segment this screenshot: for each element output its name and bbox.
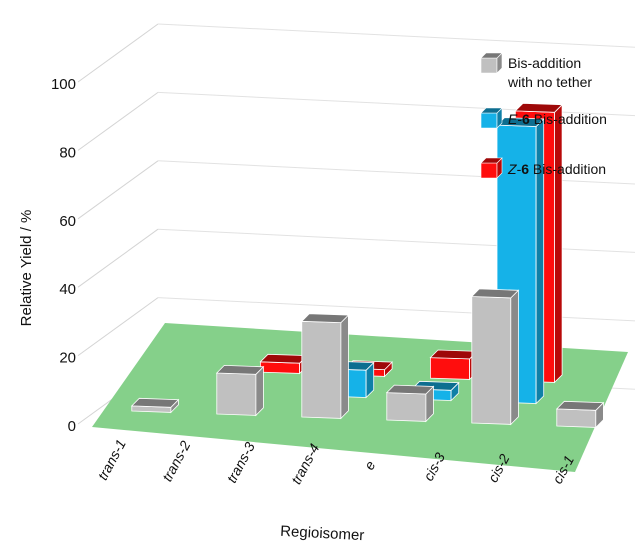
legend-label-e6: E-6 Bis-addition: [508, 111, 607, 127]
bar-face-front: [216, 372, 257, 416]
bar-face-side: [255, 365, 264, 417]
legend-cube-front: [480, 57, 498, 74]
gridline-left-20: [77, 297, 159, 357]
bar-face-top: [130, 397, 180, 408]
legend-cube-front: [480, 112, 498, 129]
bar-face-top: [555, 400, 605, 411]
y-tick-80: 80: [59, 144, 76, 161]
y-tick-40: 40: [59, 281, 76, 298]
legend-cube-front: [480, 162, 498, 179]
y-tick-60: 60: [59, 213, 76, 230]
gridline-left-100: [77, 23, 159, 83]
legend-key-gray: [480, 52, 503, 74]
gridline-left-60: [77, 160, 159, 220]
y-tick-labels: 0 20 40 60 80 100: [51, 76, 76, 435]
bar-group: [130, 102, 605, 429]
legend-label-bis-addition: Bis-addition: [508, 55, 581, 71]
legend-label-no-tether: with no tether: [507, 74, 592, 90]
gridline-back-20: [157, 297, 635, 322]
gridline-back-40: [157, 228, 635, 253]
category-label-trans-1: trans-1: [94, 437, 129, 483]
bar-face-side: [554, 103, 563, 384]
bar-trans-4-series-0: [385, 384, 435, 423]
y-tick-0: 0: [68, 418, 76, 435]
bar-face-front: [471, 296, 512, 425]
gridline-left-40: [77, 228, 159, 288]
y-axis-title: Relative Yield / %: [18, 210, 35, 327]
bar-face-top: [514, 102, 564, 113]
bar-face-top: [300, 313, 350, 324]
category-label-trans-3: trans-3: [223, 439, 258, 485]
legend: Bis-addition with no tether E-6 Bis-addi…: [480, 52, 607, 179]
y-tick-100: 100: [51, 76, 76, 93]
category-label-trans-4: trans-4: [288, 441, 323, 487]
bar-face-top: [385, 384, 435, 395]
bar-face-top: [429, 349, 479, 360]
category-label-trans-2: trans-2: [159, 438, 194, 484]
legend-key-blue: [480, 107, 503, 129]
y-tick-20: 20: [59, 350, 76, 367]
legend-cube-top: [480, 107, 503, 114]
bar-face-front: [386, 392, 427, 422]
bar-trans-1-series-0: [130, 397, 180, 414]
gridline-back-60: [157, 160, 635, 185]
bar-face-top: [259, 353, 309, 364]
bar-face-front: [259, 361, 301, 374]
gridline-back-100: [157, 23, 635, 48]
legend-key-red: [480, 157, 503, 179]
bar-trans-2-series-2: [259, 353, 309, 375]
bar-face-front: [301, 320, 342, 419]
bar-cis-3-series-0: [555, 400, 605, 429]
bar-trans-4-series-2: [429, 349, 479, 381]
x-axis-title: Regioisomer: [280, 523, 365, 544]
legend-label-z6: Z-6 Bis-addition: [507, 161, 606, 177]
gridline-left-80: [77, 91, 159, 151]
legend-cube-top: [480, 157, 503, 164]
category-label-e: e: [361, 458, 379, 473]
bar-face-top: [470, 288, 520, 299]
bar-face-front: [556, 408, 597, 428]
bar-face-side: [510, 289, 519, 426]
bar-face-side: [340, 314, 349, 420]
bar-trans-2-series-0: [215, 364, 265, 417]
gridline-back-80: [157, 91, 635, 117]
bar-e-series-0: [470, 288, 520, 426]
legend-cube-top: [480, 52, 503, 59]
bar-trans-3-series-0: [300, 313, 350, 420]
bar-face-front: [429, 357, 471, 380]
bar-face-top: [215, 364, 265, 375]
